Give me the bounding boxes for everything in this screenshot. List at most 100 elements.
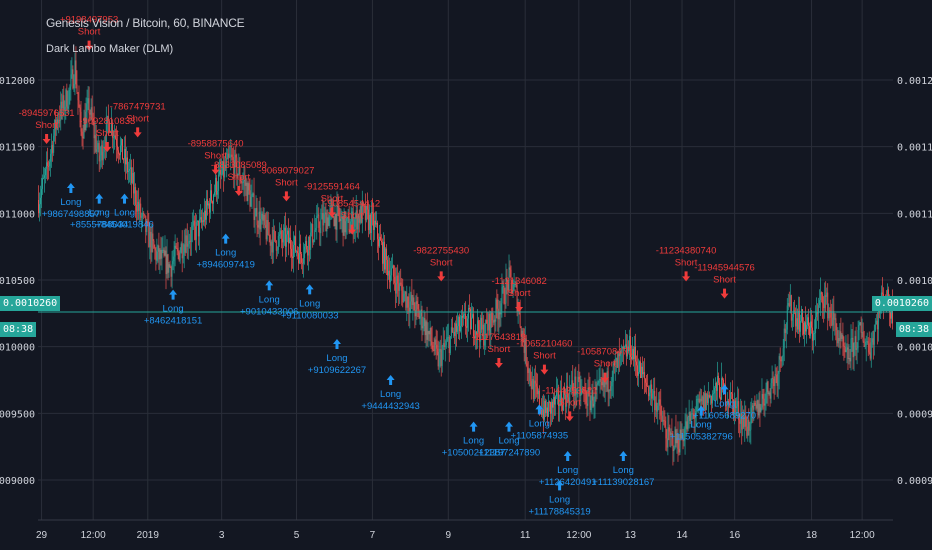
candle-body (85, 111, 87, 131)
x-tick-label: 16 (729, 530, 741, 541)
candle-body (336, 205, 338, 230)
candle-body (704, 393, 706, 411)
candle-body (304, 246, 306, 258)
candle-body (793, 310, 795, 312)
y-tick-label-left: 0.0012000 (0, 76, 35, 87)
candle-body (73, 84, 75, 89)
candle-body (313, 239, 315, 243)
candle-body (658, 399, 660, 406)
candle-body (691, 413, 693, 415)
candle-body (76, 84, 78, 93)
candle-body (247, 183, 249, 201)
candle-body (128, 170, 130, 172)
candle-body (575, 376, 577, 395)
candle-body (851, 337, 853, 339)
candle-body (628, 335, 630, 352)
candle-body (644, 372, 646, 379)
candle-body (493, 319, 495, 323)
candle-body (185, 235, 187, 253)
candle-body (531, 378, 533, 389)
candle-body (107, 116, 109, 122)
candle-body (117, 150, 119, 154)
candle-body (710, 395, 712, 404)
candle-body (70, 74, 72, 87)
candle-body (776, 375, 778, 386)
candle-body (787, 303, 789, 306)
candle-body (625, 344, 627, 357)
y-tick-label-left: 0.0009000 (0, 476, 35, 487)
candle-body (425, 321, 427, 336)
candle-body (598, 379, 600, 383)
candle-body (317, 214, 319, 216)
candle-body (514, 284, 516, 285)
candle-body (616, 358, 618, 368)
candle-body (465, 314, 466, 327)
candle-body (45, 168, 47, 176)
candle-body (864, 345, 866, 347)
candle-body (525, 338, 527, 364)
candle-body (739, 420, 741, 424)
candle-body (686, 421, 688, 430)
candle-body (798, 310, 800, 332)
candle-body (135, 187, 137, 205)
candle-body (231, 154, 233, 158)
short-arrow (720, 288, 729, 299)
candle-body (226, 159, 228, 168)
candle-body (579, 379, 581, 396)
candle-body (297, 251, 298, 254)
candle-body (79, 107, 81, 112)
candle-body (154, 248, 156, 251)
candle-body (614, 362, 616, 365)
x-tick-label: 11 (520, 530, 531, 541)
candle-body (278, 234, 280, 236)
candle-body (500, 303, 502, 315)
candle-body (765, 391, 767, 404)
candle-body (95, 135, 97, 152)
candle-body (520, 326, 522, 337)
candle-body (292, 256, 293, 259)
candle-body (38, 200, 39, 213)
x-tick-label: 18 (806, 530, 818, 541)
candle-body (424, 318, 426, 336)
candle-body (328, 215, 330, 226)
candle-body (397, 275, 399, 284)
candle-body (587, 387, 589, 406)
candle-body (709, 395, 711, 398)
candle-body (367, 209, 369, 231)
candle-body (502, 285, 504, 288)
long-signal-type: Long (380, 389, 401, 400)
candle-body (857, 329, 859, 349)
candle-body (603, 378, 605, 388)
candle-body (552, 401, 553, 408)
candle-body (212, 201, 213, 204)
long-arrow (95, 193, 104, 204)
candle-body (413, 297, 415, 311)
candle-body (865, 341, 867, 346)
candle-body (698, 398, 700, 403)
short-arrow (103, 142, 112, 152)
y-tick-label-right: 0.0012000 (897, 76, 932, 87)
candle-body (189, 241, 191, 242)
candle-body (509, 267, 511, 270)
candle-body (877, 307, 879, 330)
candle-body (757, 400, 759, 416)
candle-body (537, 390, 539, 395)
long-signal-value: +9109622267 (308, 365, 366, 376)
candle-body (296, 251, 297, 252)
candle-body (257, 225, 259, 228)
candle-body (524, 338, 526, 353)
candle-body (842, 334, 844, 347)
candle-body (812, 327, 814, 341)
candle-body (123, 159, 124, 161)
candle-body (740, 414, 742, 424)
candle-body (429, 328, 431, 335)
candle-body (775, 374, 777, 376)
short-arrow (540, 364, 549, 375)
candle-body (180, 243, 182, 253)
candle-body (508, 267, 510, 291)
candle-body (77, 92, 79, 101)
candle-body (112, 137, 114, 139)
candle-body (398, 283, 400, 291)
candle-body (749, 429, 751, 431)
